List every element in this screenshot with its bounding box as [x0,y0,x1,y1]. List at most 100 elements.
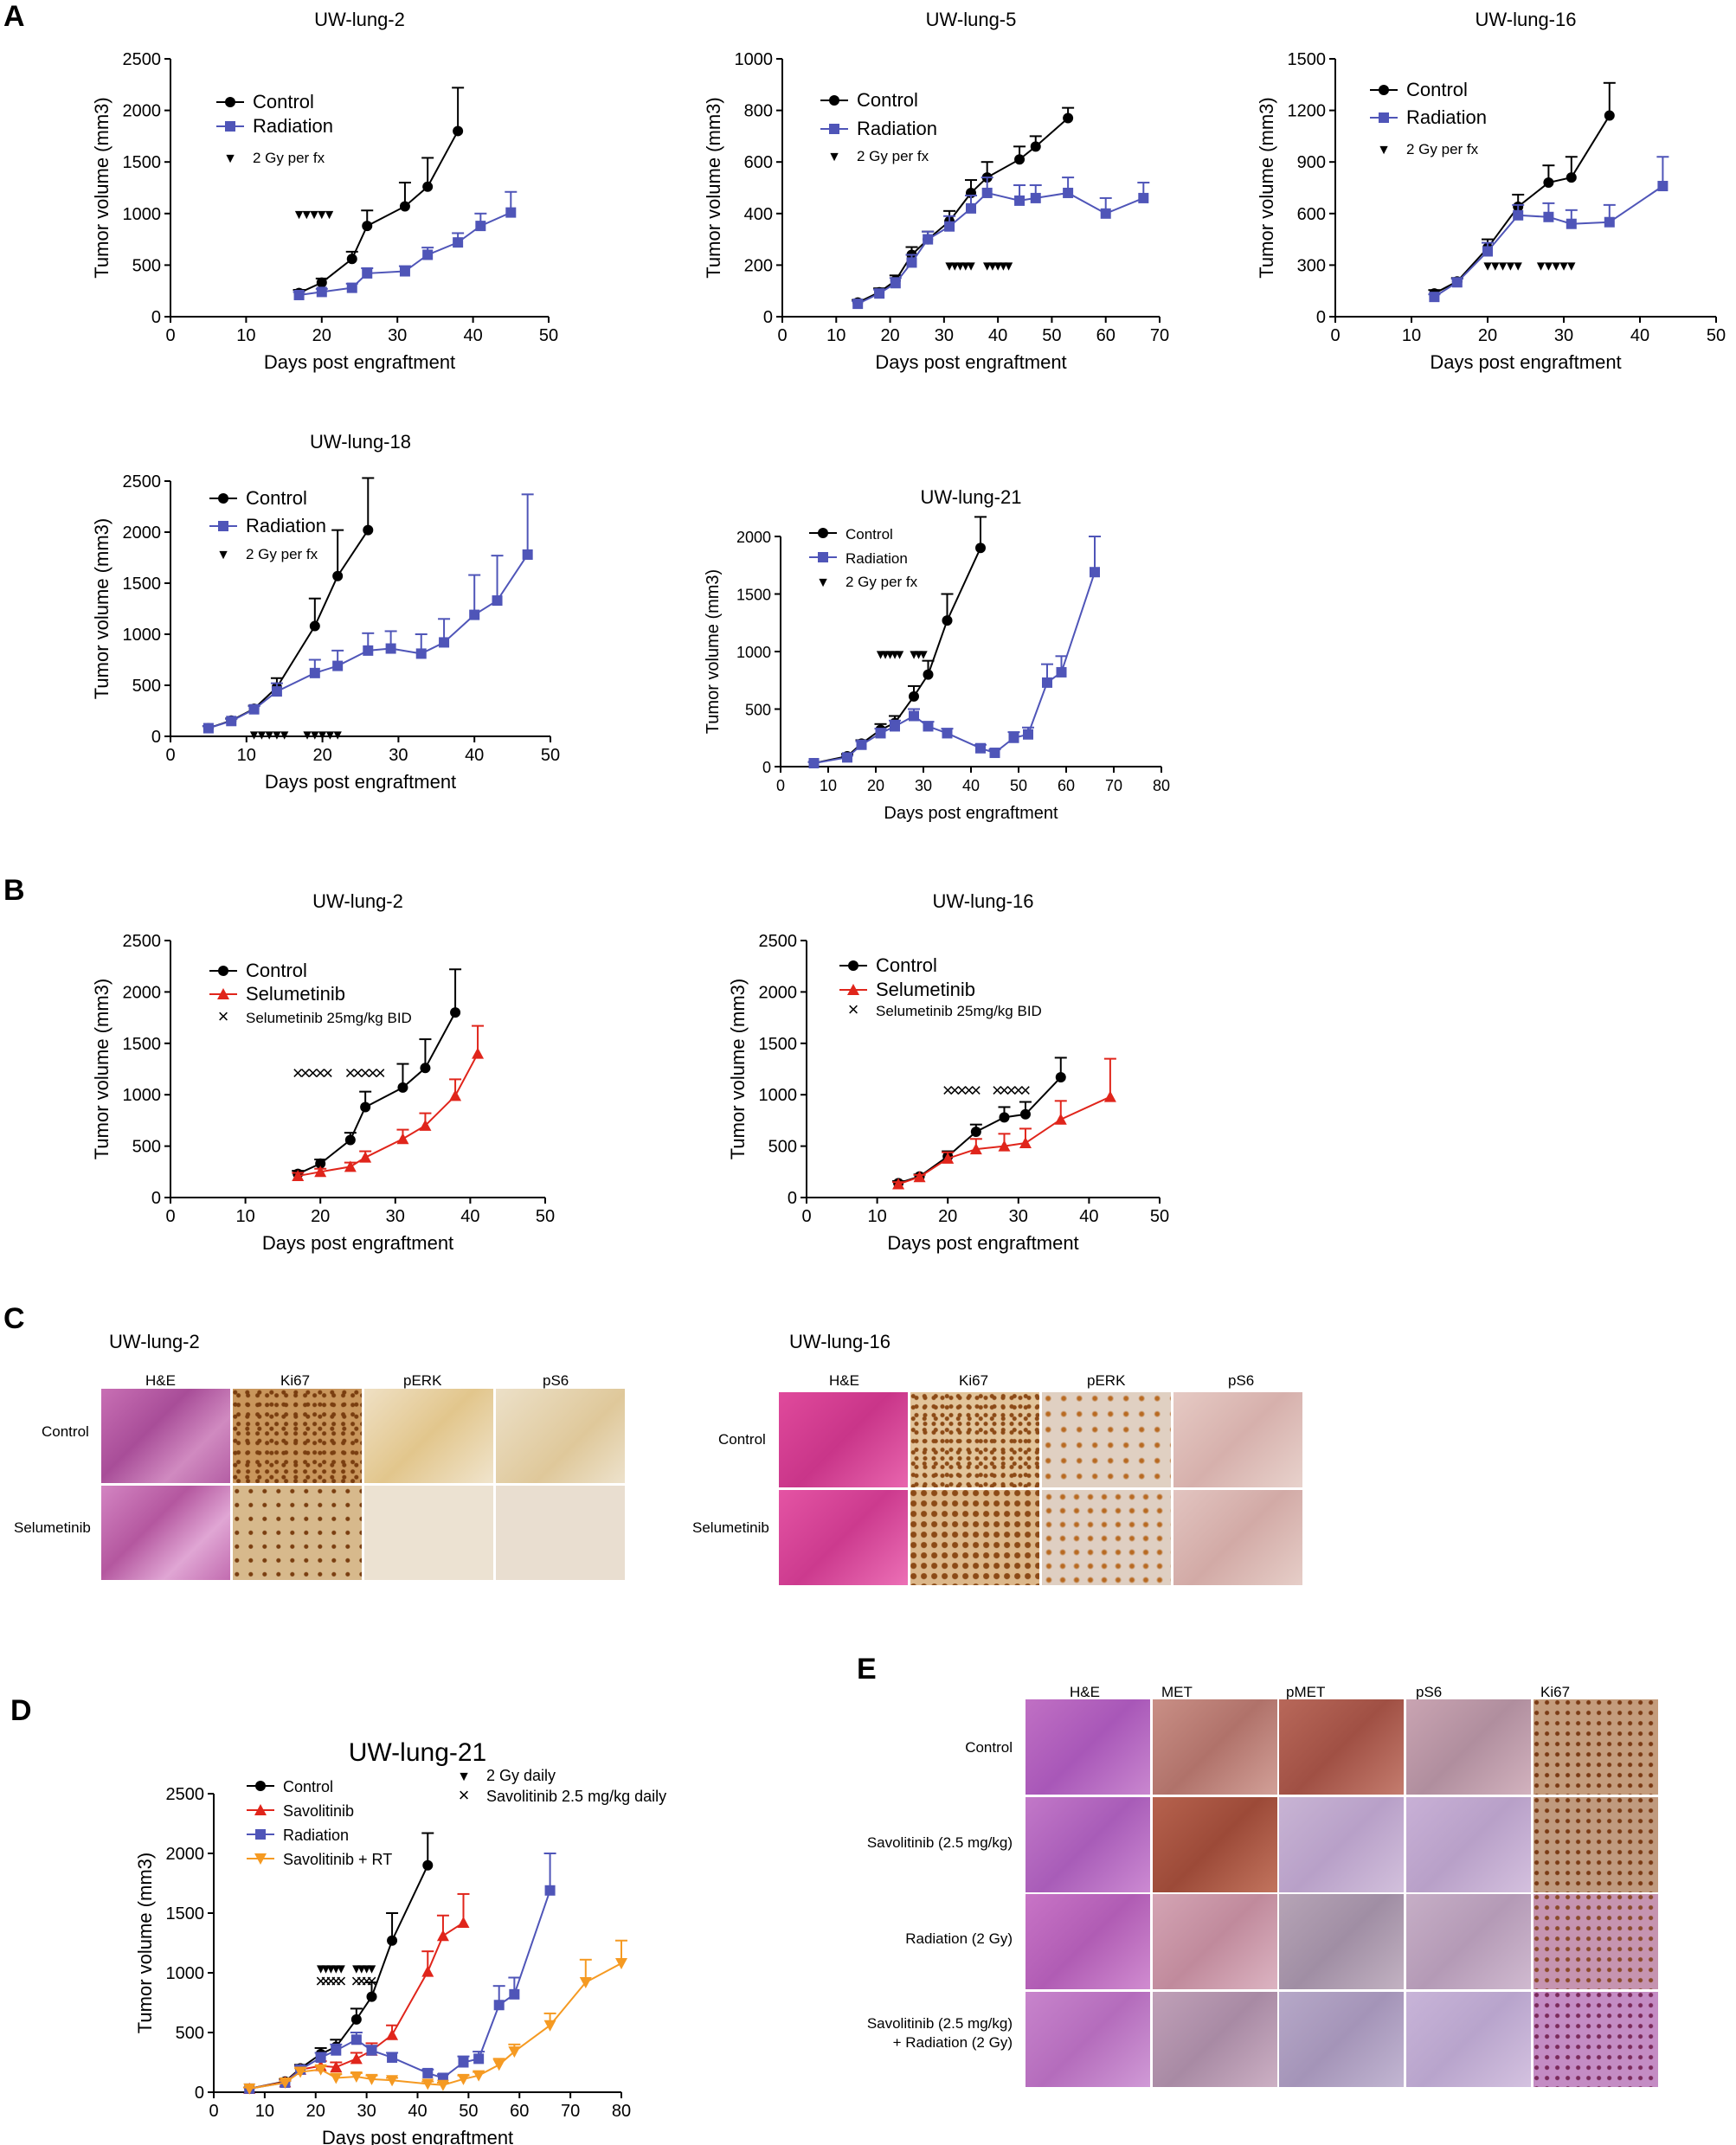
data-point [387,2052,398,2063]
data-point [399,266,410,277]
radiation-dose-marker: ▼ [365,1962,379,1976]
y-tick-label: 500 [132,1138,161,1157]
x-axis-label: Days post engraftment [322,2127,513,2145]
data-point [453,125,464,137]
x-tick-label: 0 [1330,326,1340,345]
data-point [255,1829,266,1840]
data-point [1042,677,1052,688]
data-point [332,660,344,671]
x-axis-label: Days post engraftment [875,351,1066,373]
ihc-col-ps6: pS6 [543,1372,569,1389]
data-point [439,637,450,648]
ihc-col-he: H&E [829,1372,859,1389]
x-axis-label: Days post engraftment [262,1232,453,1254]
x-tick-label: 50 [539,326,558,345]
drug-dose-marker: × [307,1062,318,1083]
data-point [314,2064,327,2076]
x-tick-label: 30 [357,2102,376,2121]
radiation-dose-marker: ▼ [315,208,329,222]
ihc-tile [1026,1894,1150,1989]
x-tick-label: 30 [935,326,954,345]
data-point [331,2045,342,2056]
legend-marker-symbol: × [848,999,859,1020]
y-tick-label: 1500 [123,575,162,594]
radiation-dose-marker: ▼ [270,729,284,743]
radiation-dose-marker: ▼ [319,1962,333,1976]
data-point [218,966,228,976]
radiation-dose-marker: ▼ [314,1962,328,1976]
y-tick-label: 900 [1297,153,1326,172]
radiation-dose-marker: ▼ [874,648,888,663]
legend-label: Control [246,487,307,509]
x-tick-label: 0 [777,326,787,345]
x-tick-label: 20 [867,777,884,794]
data-point [966,202,976,214]
data-point [366,1991,377,2002]
y-tick-label: 2500 [123,932,162,951]
x-tick-label: 40 [408,2102,427,2121]
drug-dose-marker: × [350,1970,362,1992]
y-tick-label: 500 [768,1138,797,1157]
legend-marker-symbol: ▼ [827,150,841,164]
data-point [1063,187,1074,198]
data-point [362,221,373,232]
y-tick-label: 1000 [123,626,162,645]
data-point [469,609,480,620]
ihc-tile [1406,1894,1531,1989]
y-tick-label: 2500 [166,1785,205,1804]
x-tick-label: 10 [867,1207,886,1226]
chart-title: UW-lung-16 [933,890,1034,912]
series-line [297,1011,456,1175]
ihc-tile [1279,1699,1404,1795]
ihc-row-combination-line-1: Savolitinib (2.5 mg/kg) [866,2015,1013,2032]
data-point [1513,209,1524,221]
data-point [292,1170,305,1182]
data-point [315,1158,326,1169]
data-point [218,493,228,504]
data-point [420,1063,431,1074]
data-point [942,728,953,739]
data-point [1543,177,1554,189]
drug-dose-marker: × [344,1062,356,1083]
radiation-dose-marker: ▼ [323,208,337,222]
chart-uw-lung-2-radiation: UW-lung-20 10 20 30 40 5005001000150020002500… [91,9,558,373]
treatment-note: 2 Gy per fx [845,574,918,590]
x-tick-label: 30 [386,1207,405,1226]
drug-dose-marker: × [1013,1080,1024,1101]
data-point [1566,218,1577,229]
data-point [399,201,410,212]
data-point [243,2083,256,2095]
ihc-tile [1406,1699,1531,1795]
data-point [449,1089,462,1101]
x-tick-label: 50 [1042,326,1061,345]
series-control [892,1056,1067,1189]
x-tick-label: 20 [880,326,899,345]
data-point [1100,208,1111,219]
data-point [316,277,327,288]
x-tick-label: 10 [826,326,845,345]
panel-letter-e: E [857,1653,877,1686]
data-point [492,595,503,607]
drug-dose-marker: × [322,1062,333,1083]
chart-title: UW-lung-2 [314,9,405,30]
data-point [906,257,917,268]
data-point [315,2052,326,2063]
x-tick-label: 70 [1150,326,1169,345]
ihc-row-selumetinib: Selumetinib [692,1519,769,1536]
data-point [1055,1072,1066,1083]
data-point [1543,211,1554,222]
data-point [998,1140,1011,1152]
x-tick-label: 40 [988,326,1007,345]
data-point [1429,292,1440,303]
radiation-dose-marker: ▼ [1511,259,1525,273]
y-tick-label: 2000 [123,102,162,121]
data-point [473,2053,485,2065]
ihc-tile [233,1389,362,1483]
treatment-note: 2 Gy per fx [857,148,929,164]
chart-title: UW-lung-16 [1476,9,1577,30]
chart-uw-lung-18-radiation: UW-lung-180 10 20 30 40 500500100015002000250… [91,431,560,793]
radiation-dose-marker: ▼ [293,208,306,222]
ihc-tile [1026,1699,1150,1795]
data-point [366,2045,377,2056]
ihc-tile [1406,1992,1531,2087]
